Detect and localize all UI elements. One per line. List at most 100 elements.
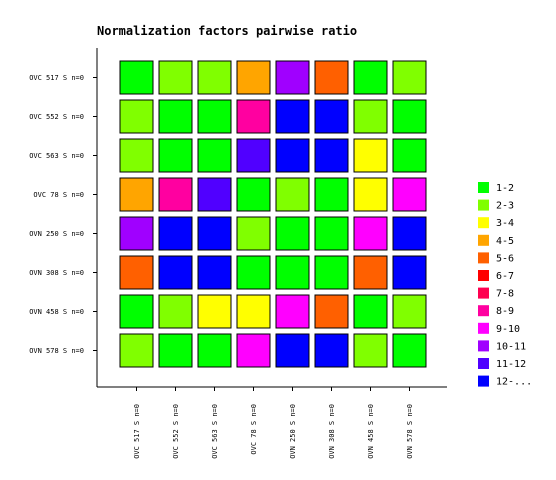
legend-label: 9-10: [496, 324, 520, 335]
heatmap-cell: [158, 294, 193, 329]
heatmap-cell: [314, 294, 349, 329]
legend-label: 8-9: [496, 306, 514, 317]
heatmap-cell: [197, 99, 232, 134]
heatmap-cell: [353, 99, 388, 134]
heatmap-cell: [236, 99, 271, 134]
heatmap-cell: [275, 333, 310, 368]
x-tick-label: OVN 308 S n=0: [328, 404, 336, 459]
heatmap-cells: [119, 60, 427, 368]
plot-frame: [96, 48, 447, 388]
heatmap-cell: [158, 60, 193, 95]
heatmap-cell: [275, 138, 310, 173]
x-tick-label: OVN 578 S n=0: [406, 404, 414, 459]
heatmap-cell: [119, 255, 154, 290]
y-tick-label: OVN 250 S n=0: [29, 230, 84, 238]
heatmap-cell: [392, 177, 427, 212]
heatmap-cell: [275, 216, 310, 251]
legend-swatch: [478, 375, 489, 387]
legend-swatch: [478, 199, 489, 211]
heatmap-cell: [197, 294, 232, 329]
legend-swatch: [478, 252, 489, 264]
legend: 1-2 2-3 3-4 4-5 5-6 6-7 7-8 8-9 9-10 10-11 11-12 12…: [478, 182, 532, 388]
legend-label: 11-12: [496, 359, 526, 370]
heatmap-cell: [236, 177, 271, 212]
heatmap-cell: [353, 255, 388, 290]
legend-swatch: [478, 358, 489, 369]
y-tick-label: OVN 458 S n=0: [29, 308, 84, 316]
heatmap-cell: [119, 99, 154, 134]
heatmap-cell: [314, 177, 349, 212]
heatmap-cell: [236, 333, 271, 368]
heatmap-cell: [392, 255, 427, 290]
heatmap-cell: [392, 216, 427, 251]
heatmap-cell: [392, 294, 427, 329]
heatmap-cell: [275, 60, 310, 95]
heatmap-cell: [314, 255, 349, 290]
y-tick-label: OVC 517 S n=0: [29, 74, 84, 82]
heatmap-cell: [158, 138, 193, 173]
heatmap-cell: [119, 333, 154, 368]
column-labels: OVC 517 S n=0 OVC 552 S n=0 OVC 563 S n=0 O…: [133, 387, 414, 459]
legend-label: 6-7: [496, 271, 514, 282]
legend-swatch: [478, 270, 489, 281]
x-tick-label: OVN 458 S n=0: [367, 404, 375, 459]
heatmap-cell: [197, 216, 232, 251]
heatmap-cell: [197, 255, 232, 290]
legend-swatch: [478, 234, 489, 246]
y-tick-label: OVC 552 S n=0: [29, 113, 84, 121]
heatmap-cell: [158, 216, 193, 251]
y-tick-label: OVC 78 S n=0: [33, 191, 84, 199]
heatmap-cell: [392, 60, 427, 95]
legend-label: 3-4: [496, 218, 514, 229]
heatmap-cell: [353, 177, 388, 212]
x-tick-label: OVN 250 S n=0: [289, 404, 297, 459]
heatmap-cell: [392, 138, 427, 173]
heatmap-cell: [119, 177, 154, 212]
heatmap-cell: [353, 60, 388, 95]
heatmap-cell: [353, 294, 388, 329]
heatmap-cell: [158, 177, 193, 212]
x-tick-label: OVC 563 S n=0: [211, 404, 219, 459]
heatmap-cell: [353, 333, 388, 368]
heatmap-cell: [158, 333, 193, 368]
heatmap-cell: [197, 333, 232, 368]
legend-swatch: [478, 305, 489, 317]
legend-swatch: [478, 322, 489, 334]
heatmap-cell: [275, 294, 310, 329]
x-tick-label: OVC 78 S n=0: [250, 404, 258, 455]
legend-label: 1-2: [496, 183, 514, 194]
heatmap-cell: [392, 333, 427, 368]
legend-swatch: [478, 340, 489, 352]
heatmap-cell: [119, 138, 154, 173]
heatmap-cell: [197, 138, 232, 173]
heatmap-cell: [275, 177, 310, 212]
chart-title: Normalization factors pairwise ratio: [97, 24, 357, 38]
legend-label: 10-11: [496, 341, 526, 352]
heatmap-cell: [197, 177, 232, 212]
heatmap-cell: [197, 60, 232, 95]
heatmap-cell: [236, 60, 271, 95]
legend-label: 5-6: [496, 253, 514, 264]
x-tick-label: OVC 552 S n=0: [172, 404, 180, 459]
heatmap-cell: [392, 99, 427, 134]
heatmap-cell: [314, 333, 349, 368]
heatmap-cell: [353, 138, 388, 173]
legend-swatch: [478, 182, 489, 193]
legend-label: 4-5: [496, 236, 514, 247]
heatmap-cell: [275, 255, 310, 290]
heatmap-cell: [158, 99, 193, 134]
heatmap-cell: [314, 99, 349, 134]
legend-swatch: [478, 217, 489, 229]
heatmap-cell: [236, 255, 271, 290]
legend-label: 2-3: [496, 201, 514, 212]
heatmap-cell: [314, 60, 349, 95]
heatmap-cell: [119, 294, 154, 329]
heatmap-cell: [314, 138, 349, 173]
heatmap-cell: [314, 216, 349, 251]
heatmap-cell: [119, 216, 154, 251]
heatmap-cell: [236, 138, 271, 173]
heatmap-cell: [275, 99, 310, 134]
heatmap-cell: [353, 216, 388, 251]
